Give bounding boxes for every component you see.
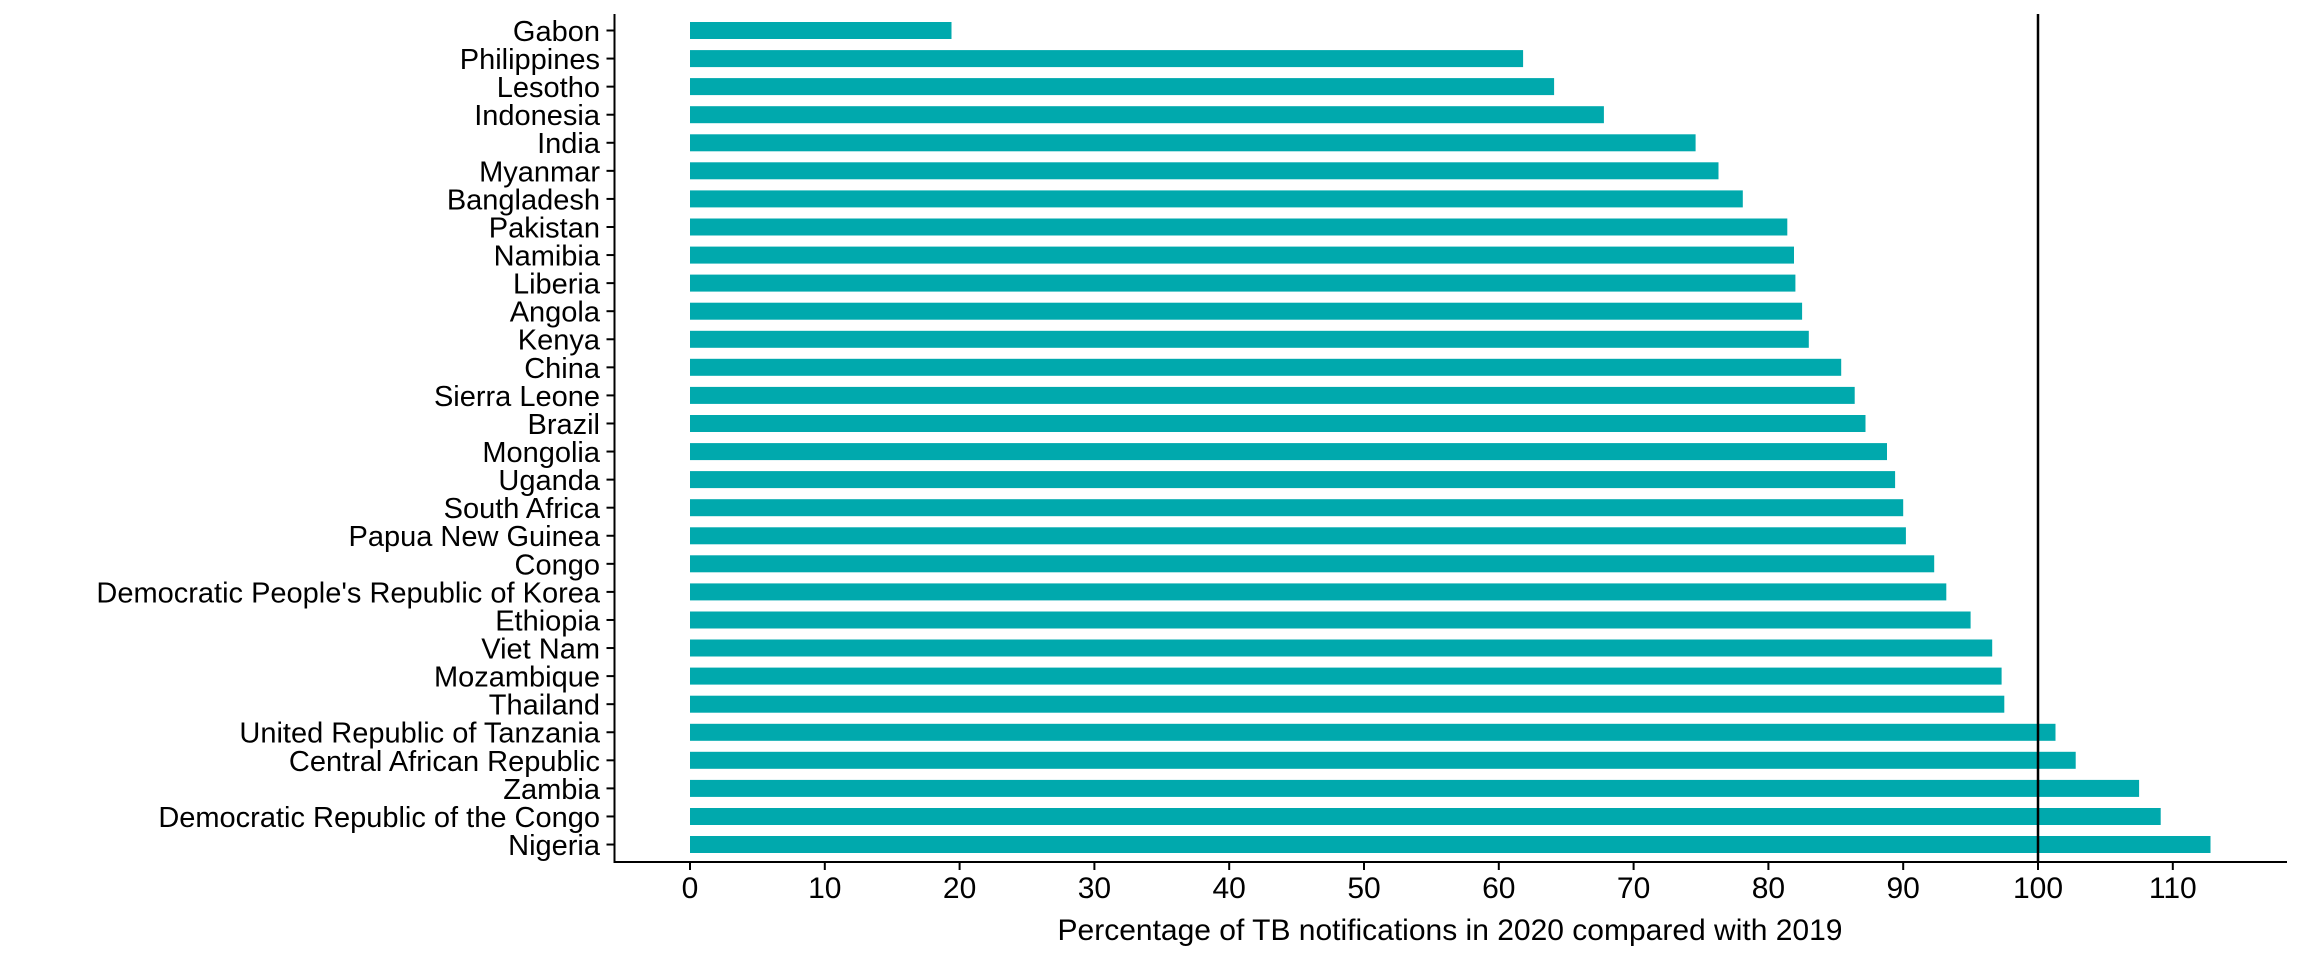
- bar-indonesia: [690, 106, 1604, 124]
- bar-sierra-leone: [690, 386, 1855, 404]
- y-label-south-africa: South Africa: [444, 493, 601, 525]
- bar-angola: [690, 302, 1803, 320]
- bar-congo: [690, 555, 1935, 573]
- bars-group: [690, 22, 2211, 853]
- x-axis-title: Percentage of TB notifications in 2020 c…: [1058, 914, 1843, 947]
- bar-mongolia: [690, 443, 1887, 461]
- y-label-mozambique: Mozambique: [434, 662, 600, 694]
- bar-philippines: [690, 50, 1524, 68]
- bar-united-republic-of-tanzania: [690, 723, 2056, 741]
- x-axis-group: 0 10 20 30 40 50 60 70 80 90 100 110: [613, 861, 2287, 905]
- y-label-congo: Congo: [515, 549, 600, 581]
- y-label-democratic-republic-of-the-congo: Democratic Republic of the Congo: [158, 802, 600, 834]
- bar-democratic-people-s-republic-of-korea: [690, 583, 1947, 601]
- y-label-nigeria: Nigeria: [508, 830, 601, 862]
- y-label-sierra-leone: Sierra Leone: [434, 381, 600, 413]
- y-label-zambia: Zambia: [503, 774, 601, 806]
- bar-papua-new-guinea: [690, 527, 1906, 545]
- x-tick-label-30: 30: [1078, 872, 1111, 905]
- y-label-bangladesh: Bangladesh: [447, 184, 600, 216]
- y-label-uganda: Uganda: [498, 465, 600, 497]
- y-label-thailand: Thailand: [489, 690, 600, 722]
- y-label-liberia: Liberia: [513, 269, 601, 301]
- x-tick-label-50: 50: [1347, 872, 1380, 905]
- bar-uganda: [690, 471, 1896, 489]
- y-label-philippines: Philippines: [460, 44, 600, 76]
- y-label-myanmar: Myanmar: [479, 156, 600, 188]
- y-label-papua-new-guinea: Papua New Guinea: [349, 521, 601, 553]
- bar-liberia: [690, 274, 1796, 292]
- bar-india: [690, 134, 1696, 152]
- x-tick-label-0: 0: [682, 872, 699, 905]
- bar-viet-nam: [690, 639, 1993, 657]
- bar-lesotho: [690, 78, 1555, 96]
- x-tick-label-10: 10: [808, 872, 841, 905]
- y-axis-group: GabonPhilippinesLesothoIndonesiaIndiaMya…: [96, 14, 616, 862]
- y-label-mongolia: Mongolia: [482, 437, 601, 469]
- bar-pakistan: [690, 218, 1788, 236]
- x-tick-label-90: 90: [1887, 872, 1920, 905]
- bar-ethiopia: [690, 611, 1971, 629]
- x-tick-label-20: 20: [943, 872, 976, 905]
- bar-central-african-republic: [690, 751, 2076, 769]
- bar-thailand: [690, 695, 2005, 713]
- bar-brazil: [690, 415, 1866, 432]
- y-label-china: China: [524, 353, 601, 385]
- bar-nigeria: [690, 836, 2211, 853]
- y-label-democratic-people-s-republic-of-korea: Democratic People's Republic of Korea: [96, 577, 600, 609]
- bar-mozambique: [690, 667, 2002, 685]
- y-label-central-african-republic: Central African Republic: [289, 746, 600, 778]
- bar-myanmar: [690, 162, 1719, 180]
- x-tick-label-80: 80: [1752, 872, 1785, 905]
- y-label-lesotho: Lesotho: [497, 72, 600, 104]
- y-label-brazil: Brazil: [527, 409, 600, 441]
- y-label-ethiopia: Ethiopia: [495, 605, 601, 637]
- y-label-viet-nam: Viet Nam: [481, 633, 600, 665]
- bar-south-africa: [690, 499, 1904, 517]
- y-label-namibia: Namibia: [494, 241, 601, 273]
- x-tick-label-110: 110: [2149, 872, 2197, 905]
- y-label-gabon: Gabon: [513, 16, 600, 48]
- x-tick-label-70: 70: [1617, 872, 1650, 905]
- bar-zambia: [690, 779, 2140, 797]
- x-tick-label-60: 60: [1482, 872, 1515, 905]
- bar-kenya: [690, 330, 1809, 348]
- y-label-indonesia: Indonesia: [474, 100, 601, 132]
- bar-namibia: [690, 246, 1794, 264]
- bar-bangladesh: [690, 190, 1743, 208]
- x-tick-label-100: 100: [2013, 872, 2063, 905]
- x-tick-label-40: 40: [1213, 872, 1246, 905]
- bar-china: [690, 358, 1842, 376]
- y-label-kenya: Kenya: [518, 325, 601, 357]
- bar-democratic-republic-of-the-congo: [690, 808, 2161, 825]
- y-label-angola: Angola: [510, 297, 601, 329]
- bar-gabon: [690, 22, 952, 39]
- y-label-pakistan: Pakistan: [489, 212, 600, 244]
- y-label-india: India: [537, 128, 601, 160]
- y-label-united-republic-of-tanzania: United Republic of Tanzania: [239, 718, 600, 750]
